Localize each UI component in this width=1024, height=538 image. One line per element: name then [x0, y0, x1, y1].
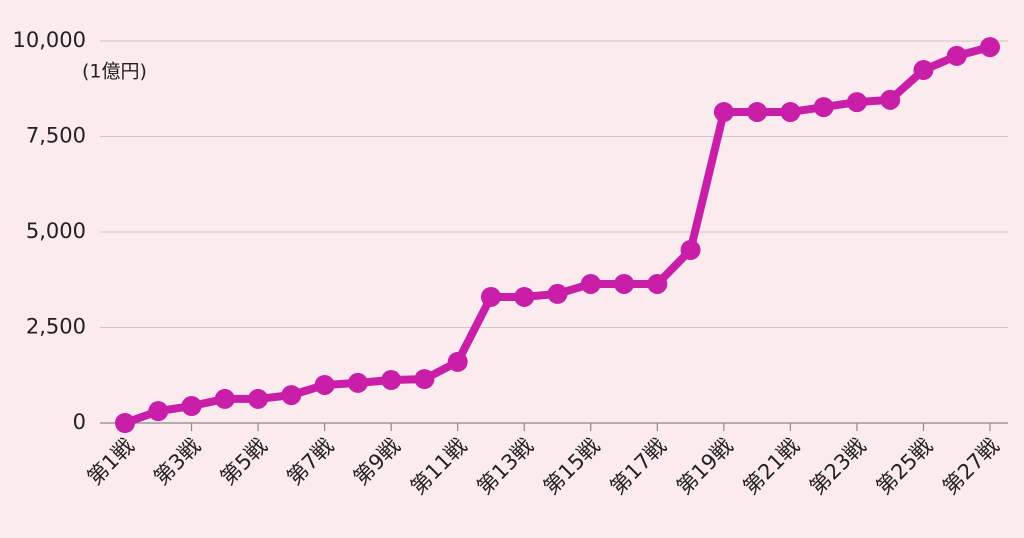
x-tick-label: 第5戦 [216, 434, 272, 490]
point [846, 92, 867, 113]
point [980, 37, 1000, 58]
x-tick-label: 第13戦 [472, 434, 538, 500]
x-tick-label: 第23戦 [805, 434, 871, 500]
point [680, 239, 701, 260]
point [580, 273, 601, 294]
point [514, 286, 535, 307]
point [614, 273, 635, 294]
point [115, 413, 135, 433]
point [913, 60, 934, 81]
x-tick-label: 第27戦 [938, 434, 1004, 500]
y-tick-label: 5,000 [26, 219, 86, 243]
y-tick-label: 7,500 [26, 124, 86, 148]
point [547, 283, 568, 304]
point [747, 102, 768, 123]
point [381, 370, 402, 391]
point [181, 396, 202, 417]
y-tick-label: 2,500 [26, 315, 86, 339]
point [946, 45, 967, 66]
point [780, 102, 801, 123]
point [214, 388, 235, 409]
x-tick-label: 第17戦 [606, 434, 672, 500]
point [414, 369, 435, 390]
point [813, 97, 834, 118]
point [647, 273, 668, 294]
x-tick-label: 第3戦 [149, 434, 205, 490]
x-tick-label: 第21戦 [739, 434, 805, 500]
y-tick-label: 0 [73, 410, 86, 434]
x-tick-label: 第11戦 [406, 434, 472, 500]
y-tick-label: 10,000 [13, 28, 86, 52]
point [480, 286, 501, 307]
y-unit: (1億円) [82, 61, 147, 83]
point [314, 374, 335, 395]
x-tick-label: 第9戦 [349, 434, 405, 490]
x-tick-label: 第25戦 [872, 434, 938, 500]
x-tick-label: 第1戦 [83, 434, 139, 490]
point [281, 385, 302, 406]
point [248, 388, 269, 409]
x-tick-label: 第19戦 [672, 434, 738, 500]
point [148, 401, 169, 422]
x-tick-label: 第15戦 [539, 434, 605, 500]
point [347, 372, 368, 393]
x-tick-label: 第7戦 [282, 434, 338, 490]
point [880, 89, 901, 110]
point [447, 351, 468, 372]
point [713, 102, 734, 123]
